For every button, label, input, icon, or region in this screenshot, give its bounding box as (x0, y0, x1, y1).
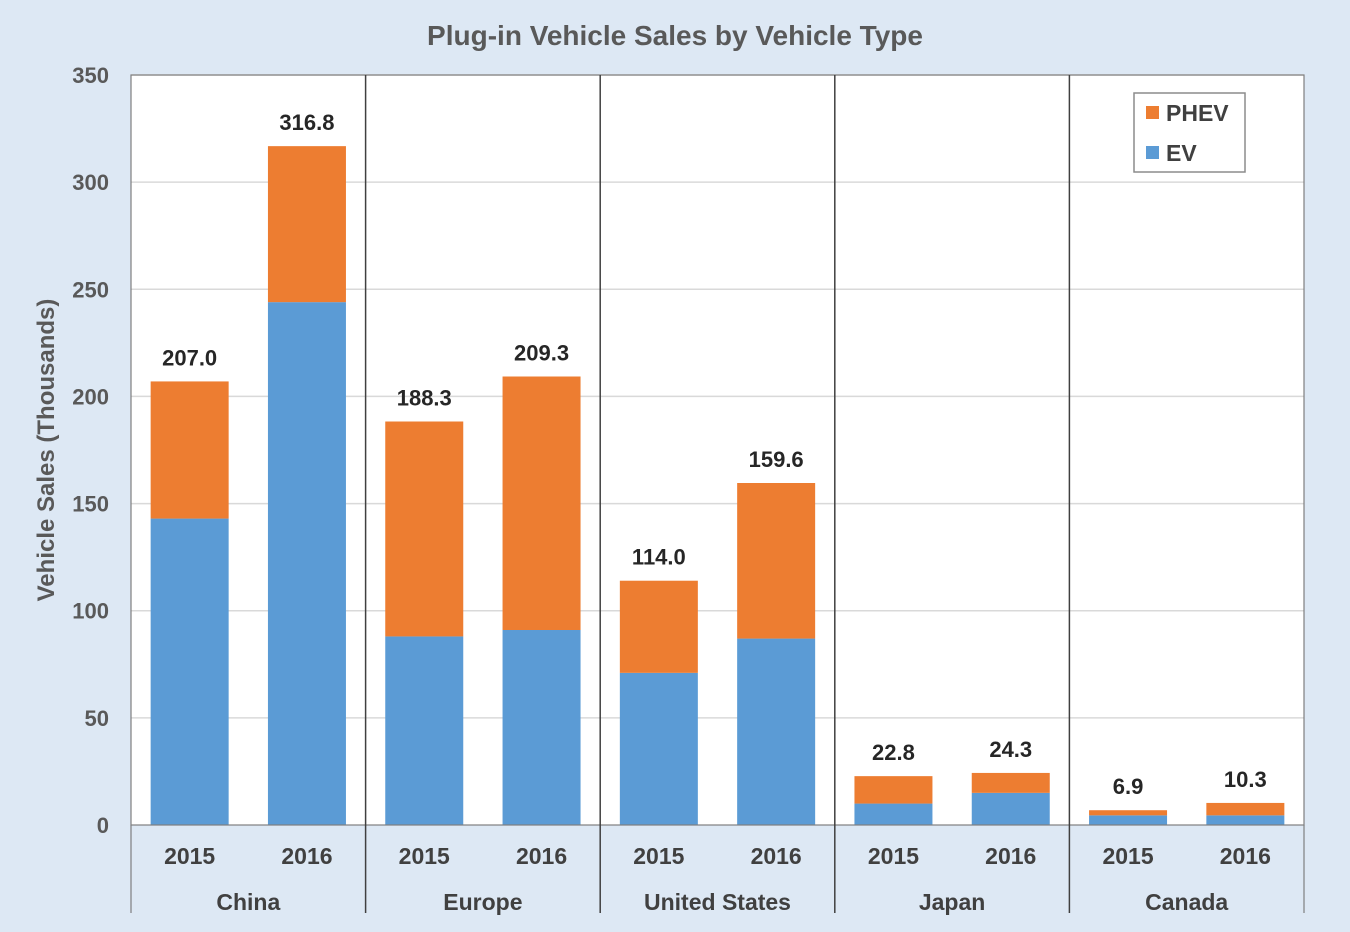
group-label: Canada (1145, 889, 1228, 915)
plot-area: 0 50 100 150 200 250 300 350 207.0 2015 316.8 2016 1… (72, 63, 1305, 915)
bar-total-label: 114.0 (632, 545, 686, 570)
group-label: Japan (919, 889, 985, 915)
x-tick-label: 2016 (516, 843, 567, 869)
bar-total-label: 22.8 (872, 740, 915, 765)
bar-total-label: 207.0 (162, 345, 217, 370)
bar-segment-phev (1089, 810, 1168, 816)
bar-segment-phev (854, 776, 933, 804)
y-tick-label: 250 (72, 277, 109, 302)
bar-segment-phev (737, 483, 816, 639)
bar-segment-ev (737, 638, 816, 825)
legend-swatch-phev (1146, 106, 1159, 119)
group-label: China (216, 889, 280, 915)
bar-segment-phev (267, 146, 346, 303)
x-tick-label: 2016 (985, 843, 1036, 869)
bar-segment-phev (619, 580, 698, 673)
bar-total-label: 24.3 (989, 737, 1032, 762)
bar-segment-phev (971, 772, 1050, 793)
bar-segment-ev (619, 672, 698, 825)
y-tick-label: 350 (72, 63, 109, 88)
bar-segment-ev (854, 803, 933, 825)
y-tick-label: 50 (85, 706, 109, 731)
bar-total-label: 209.3 (514, 341, 569, 366)
legend-label-phev: PHEV (1166, 100, 1229, 126)
bar-total-label: 159.6 (749, 447, 804, 472)
bar-segment-ev (502, 630, 581, 825)
x-tick-label: 2016 (751, 843, 802, 869)
bar-segment-phev (385, 421, 464, 637)
bar-segment-ev (150, 518, 229, 825)
bar-segment-phev (150, 381, 229, 519)
y-tick-label: 150 (72, 492, 109, 517)
legend-label-ev: EV (1166, 140, 1197, 166)
bar-segment-ev (1089, 815, 1168, 825)
bar-segment-phev (502, 376, 581, 630)
chart-title: Plug-in Vehicle Sales by Vehicle Type (427, 20, 923, 51)
bar-total-label: 6.9 (1113, 774, 1144, 799)
x-tick-label: 2015 (633, 843, 684, 869)
bar-segment-phev (1206, 802, 1285, 816)
x-tick-label: 2015 (868, 843, 919, 869)
group-label: Europe (443, 889, 522, 915)
bar-total-label: 10.3 (1224, 767, 1267, 792)
y-tick-label: 300 (72, 170, 109, 195)
y-tick-label: 0 (97, 813, 109, 838)
x-tick-label: 2015 (1102, 843, 1153, 869)
x-tick-label: 2015 (164, 843, 215, 869)
x-tick-label: 2015 (399, 843, 450, 869)
bar-segment-ev (385, 636, 464, 825)
x-tick-label: 2016 (1220, 843, 1271, 869)
legend-swatch-ev (1146, 146, 1159, 159)
group-label: United States (644, 889, 791, 915)
bar-segment-ev (267, 302, 346, 826)
y-tick-label: 200 (72, 384, 109, 409)
x-tick-label: 2016 (281, 843, 332, 869)
bar-total-label: 316.8 (279, 110, 334, 135)
y-tick-label: 100 (72, 599, 109, 624)
bar-total-label: 188.3 (397, 386, 452, 411)
y-axis-label: Vehicle Sales (Thousands) (33, 299, 60, 602)
bar-segment-ev (971, 792, 1050, 825)
bar-segment-ev (1206, 815, 1285, 825)
plot-border (130, 74, 1305, 826)
